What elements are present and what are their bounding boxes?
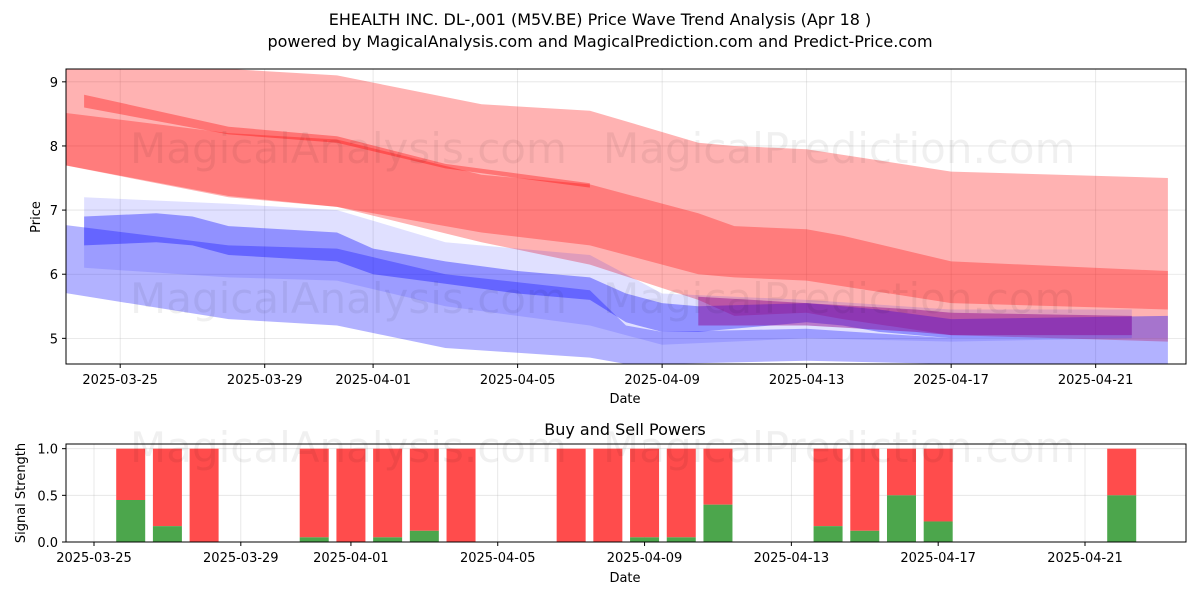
sell-bar	[409, 448, 439, 531]
band-blue-lower-band	[66, 225, 1168, 364]
price-x-tick-label: 2025-04-05	[480, 373, 556, 388]
watermark-prediction: MagicalPrediction.com	[603, 274, 1076, 323]
buy-bar	[630, 537, 660, 542]
band-red-upper-band	[66, 69, 1168, 310]
signal-x-tick-label: 2025-04-13	[754, 551, 830, 566]
sell-bar	[813, 448, 843, 527]
sell-bar	[886, 448, 916, 496]
price-y-tick-label: 9	[50, 76, 58, 91]
price-axes: 2025-03-25 2025-03-29 2025-04-01 2025-04-05…	[50, 76, 1134, 388]
signal-x-tick-label: 2025-04-05	[460, 551, 536, 566]
price-grid	[66, 69, 1186, 364]
signal-x-tick-label: 2025-04-17	[900, 551, 976, 566]
price-x-tick-label: 2025-03-29	[227, 373, 303, 388]
buy-bar	[409, 530, 439, 542]
price-bands	[66, 69, 1168, 364]
price-y-tick-label: 6	[50, 268, 58, 283]
band-red-trend-line	[84, 94, 590, 188]
sell-bar	[923, 448, 953, 522]
sell-bar	[299, 448, 329, 538]
sell-bar	[850, 448, 880, 531]
chart-title: EHEALTH INC. DL-,001 (M5V.BE) Price Wave…	[329, 10, 872, 29]
price-y-tick-label: 7	[50, 204, 58, 219]
sell-bar	[373, 448, 403, 538]
band-blue-upper-band	[84, 197, 1132, 345]
buy-bar	[373, 537, 403, 542]
sell-bar	[116, 448, 146, 500]
watermark-analysis: MagicalAnalysis.com	[130, 124, 567, 173]
signal-watermarks: MagicalAnalysis.com MagicalPrediction.co…	[130, 423, 1076, 472]
buy-bar	[923, 521, 953, 542]
band-red-lower-band	[66, 112, 1168, 342]
buy-bar	[886, 495, 916, 542]
sell-bar	[189, 448, 219, 542]
price-x-tick-label: 2025-04-09	[624, 373, 700, 388]
price-x-axis-label: Date	[609, 392, 640, 407]
buy-bar	[703, 504, 733, 542]
price-plot-frame	[65, 68, 1187, 365]
sell-bar	[703, 448, 733, 505]
signal-y-tick-label: 0.0	[37, 536, 58, 551]
price-watermarks: MagicalAnalysis.com MagicalPrediction.co…	[130, 124, 1076, 323]
sell-bar	[336, 448, 366, 542]
signal-x-tick-label: 2025-04-09	[607, 551, 683, 566]
price-y-axis-label: Price	[29, 201, 44, 233]
signal-y-tick-label: 1.0	[37, 443, 58, 458]
signal-title: Buy and Sell Powers	[544, 420, 706, 439]
buy-bar	[666, 537, 696, 542]
signal-y-axis-label: Signal Strength	[14, 443, 29, 543]
price-x-tick-label: 2025-03-25	[82, 373, 158, 388]
price-y-tick-label: 8	[50, 140, 58, 155]
watermark-analysis: MagicalAnalysis.com	[130, 274, 567, 323]
signal-x-tick-label: 2025-03-29	[203, 551, 279, 566]
band-purple-convergence-band	[698, 296, 1132, 336]
price-x-tick-label: 2025-04-21	[1058, 373, 1134, 388]
price-x-tick-label: 2025-04-13	[769, 373, 845, 388]
buy-bar	[1107, 495, 1137, 542]
signal-plot-frame	[65, 443, 1187, 543]
signal-y-tick-label: 0.5	[37, 489, 58, 504]
sell-bar	[666, 448, 696, 538]
buy-bar	[152, 526, 182, 542]
buy-bar	[116, 500, 146, 542]
watermark-analysis: MagicalAnalysis.com	[130, 423, 567, 472]
price-y-tick-label: 5	[50, 332, 58, 347]
sell-bar	[556, 448, 586, 542]
sell-bar	[152, 448, 182, 527]
buy-bar	[299, 537, 329, 542]
price-x-tick-label: 2025-04-17	[913, 373, 989, 388]
sell-bar	[1107, 448, 1137, 496]
price-x-tick-label: 2025-04-01	[335, 373, 411, 388]
signal-x-tick-label: 2025-03-25	[56, 551, 132, 566]
signal-x-tick-label: 2025-04-01	[313, 551, 389, 566]
signal-bars	[116, 448, 1137, 542]
signal-x-axis-label: Date	[609, 571, 640, 586]
sell-bar	[446, 448, 476, 542]
band-blue-core-band	[84, 213, 1168, 339]
signal-axes: 2025-03-25 2025-03-29 2025-04-01 2025-04-05…	[37, 443, 1122, 566]
watermark-prediction: MagicalPrediction.com	[603, 423, 1076, 472]
sell-bar	[630, 448, 660, 538]
sell-bar	[593, 448, 623, 542]
buy-bar	[850, 530, 880, 542]
buy-bar	[813, 526, 843, 542]
chart-subtitle: powered by MagicalAnalysis.com and Magic…	[267, 32, 932, 51]
signal-x-tick-label: 2025-04-21	[1047, 551, 1123, 566]
watermark-prediction: MagicalPrediction.com	[603, 124, 1076, 173]
